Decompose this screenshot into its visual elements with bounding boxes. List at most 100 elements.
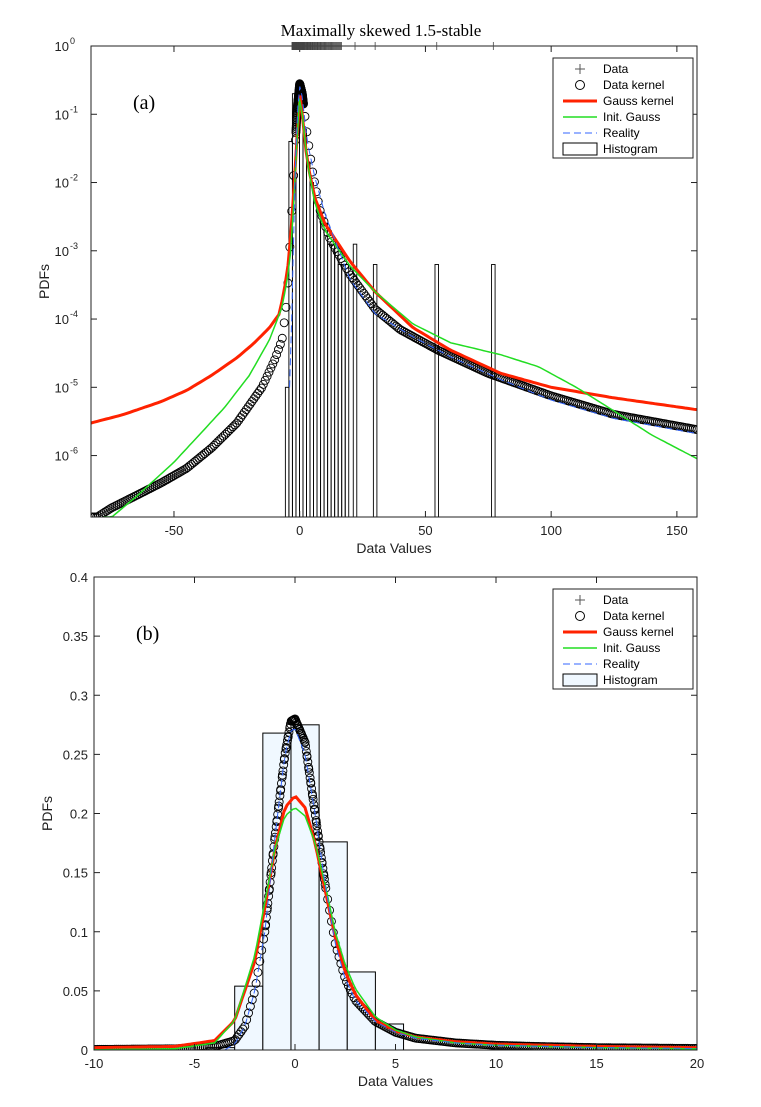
panel-b-series-line — [224, 728, 697, 1050]
panel-a-y-tick-exponent: -6 — [70, 446, 78, 456]
panel-a-legend-entry: Reality — [603, 126, 640, 140]
panel-b-y-tick-label: 0.05 — [63, 984, 88, 999]
panel-a-data-kernel-point — [361, 291, 371, 301]
panel-a-panel-label: (a) — [133, 92, 155, 114]
panel-b-series-line — [94, 807, 697, 1050]
panel-b-data-kernel-point — [249, 988, 259, 998]
panel-b-legend-entry: Gauss kernel — [603, 625, 674, 639]
panel-a-histogram-bar — [337, 264, 343, 517]
panel-a-data-kernel-point — [357, 286, 367, 296]
panel-a-histogram-bar — [306, 161, 311, 517]
panel-a-legend-entry: Data — [603, 62, 629, 76]
panel-b-y-tick-label: 0.1 — [70, 925, 88, 940]
panel-b-y-tick-label: 0.15 — [63, 866, 88, 881]
panel-b-histogram-bar — [290, 724, 320, 1050]
panel-a-y-tick-exponent: -1 — [70, 104, 78, 114]
panel-b-data-kernel-point — [307, 789, 317, 799]
panel-a-series-line — [103, 98, 697, 517]
panel-a-x-tick-label: -50 — [165, 523, 184, 538]
panel-b-data-kernel-point — [244, 1008, 253, 1018]
panel-a-histogram-bar — [309, 182, 314, 517]
panel-b-data-kernel-point — [303, 757, 313, 767]
panel-a-x-tick-label: 0 — [296, 523, 303, 538]
panel-b-legend-histogram-swatch — [562, 673, 598, 687]
panel-a-data-kernel-point — [239, 407, 249, 417]
panel-a-histogram-bar — [299, 96, 304, 517]
panel-a-data-kernel-point — [262, 371, 272, 381]
panel-b-histogram-bar — [318, 841, 348, 1050]
panel-a-histogram-bar — [352, 243, 358, 517]
panel-b-data-kernel-point — [251, 979, 261, 988]
panel-b-legend-entry: Data kernel — [603, 609, 664, 623]
panel-a-y-tick-label: 10 — [55, 380, 69, 395]
panel-a-legend-entry: Data kernel — [603, 78, 664, 92]
panel-a-legend-histogram-swatch — [562, 142, 598, 156]
panel-b-panel-label: (b) — [136, 623, 159, 645]
panel-a-data-kernel-point — [255, 386, 264, 396]
panel-a-x-axis-label: Data Values — [356, 540, 431, 556]
panel-b-data-kernel-point — [273, 803, 283, 813]
panel-b-plot-area — [94, 714, 697, 1050]
panel-a-axes-frame — [90, 45, 698, 518]
panel-a-x-tick-label: 50 — [418, 523, 432, 538]
panel-a-data-kernel-point — [692, 425, 697, 435]
panel-a-y-tick-label: 10 — [55, 176, 69, 191]
panel-a-histogram-bar — [330, 243, 336, 517]
panel-a-y-tick-exponent: 0 — [70, 36, 75, 46]
panel-a-y-tick-label: 10 — [55, 449, 69, 464]
panel-b-data-kernel-point — [238, 1024, 248, 1034]
panel-b-data-kernel-point — [302, 752, 312, 762]
panel-b-data-kernel-point — [276, 778, 286, 788]
panel-a-legend-kernel-marker — [575, 80, 585, 90]
panel-a-data-kernel-point — [272, 350, 282, 360]
panel-a-data-kernel-point — [274, 345, 283, 354]
panel-a-data-kernel-point — [264, 367, 274, 377]
panel-a-legend-box — [552, 57, 694, 159]
panel-b-data-kernel-point — [309, 800, 319, 810]
panel-a-x-tick-label: 100 — [540, 523, 562, 538]
panel-b-x-axis-label: Data Values — [358, 1073, 433, 1089]
panel-a-y-tick-exponent: -2 — [70, 173, 78, 183]
panel-b-y-tick-label: 0.35 — [63, 629, 88, 644]
panel-a-histogram-bar — [320, 223, 325, 517]
panel-b-data-kernel-point — [242, 1015, 252, 1025]
panel-b-y-tick-label: 0.25 — [63, 747, 88, 762]
panel-a-data-kernel-point — [251, 391, 261, 401]
panel-b-legend-box — [552, 588, 694, 690]
panel-a-y-tick-label: 10 — [55, 107, 69, 122]
panel-b-data-kernel-point — [240, 1021, 250, 1031]
panel-a-histogram-bar — [334, 243, 339, 517]
panel-b-data-kernel-point — [280, 748, 290, 758]
panel-b-data-kernel-point — [253, 967, 263, 977]
panel-a-y-tick-label: 10 — [55, 312, 69, 327]
panel-a-data-kernel-point — [277, 333, 287, 343]
panel-a-histogram-bar — [344, 264, 350, 517]
panel-b-legend-entry: Histogram — [603, 673, 658, 687]
panel-b-data-kernel-point — [310, 810, 320, 820]
panel-a-data-kernel-point — [364, 296, 374, 306]
panel-a-data-kernel-point — [353, 281, 363, 290]
panel-a-legend-entry: Gauss kernel — [603, 94, 674, 108]
panel-b-legend-entry: Data — [603, 593, 629, 607]
panel-b-data-kernel-point — [301, 746, 311, 756]
panel-a-y-tick-exponent: -3 — [70, 241, 78, 251]
panel-a-histogram-bar — [316, 213, 322, 517]
panel-b-data-kernel-point — [300, 737, 310, 747]
panel-b-x-tick-label: 0 — [291, 1056, 298, 1071]
panel-b-legend-entry: Reality — [603, 657, 640, 671]
panel-a-data-kernel-point — [359, 288, 369, 298]
panel-b-y-tick-label: 0 — [81, 1043, 88, 1058]
panel-a-data-kernel-point — [363, 294, 372, 303]
panel-a-series-line — [289, 86, 697, 435]
panel-a-histogram-bar — [302, 128, 307, 517]
panel-b-data-kernel-point — [247, 995, 257, 1005]
panel-a-data-kernel-point — [275, 339, 285, 349]
panel-b-x-tick-label: -10 — [85, 1056, 104, 1071]
panel-a-data-kernel-point — [236, 413, 246, 423]
panel-a-series-line — [91, 95, 697, 425]
panel-a-y-tick-exponent: -5 — [70, 377, 78, 387]
panel-a-histogram-bar — [313, 202, 318, 517]
panel-a-y-tick-exponent: -4 — [70, 309, 78, 319]
panel-a-data-kernel-point — [270, 355, 280, 365]
